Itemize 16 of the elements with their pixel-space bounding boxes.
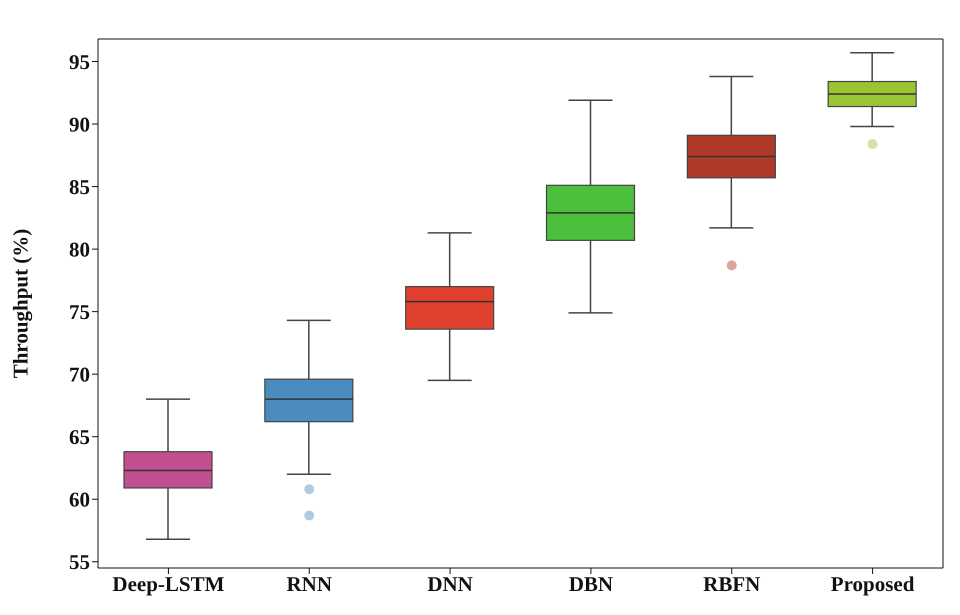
y-tick-label: 90 xyxy=(69,112,90,136)
x-tick-label: RBFN xyxy=(703,572,760,596)
x-tick-label: DNN xyxy=(427,572,473,596)
y-tick-label: 75 xyxy=(69,300,90,324)
y-tick-label: 80 xyxy=(69,238,90,262)
y-axis-title: Throughput (%) xyxy=(8,228,32,378)
y-tick-label: 95 xyxy=(69,50,90,74)
x-tick-label: Proposed xyxy=(830,572,915,596)
y-tick-label: 60 xyxy=(69,488,90,512)
y-tick-label: 85 xyxy=(69,175,90,200)
x-tick-label: DBN xyxy=(568,572,614,596)
x-tick-label: RNN xyxy=(286,572,332,596)
x-tick-label: Deep-LSTM xyxy=(112,572,225,596)
y-tick-label: 65 xyxy=(69,425,90,450)
y-tick-label: 70 xyxy=(69,362,90,387)
y-tick-label: 55 xyxy=(69,550,90,574)
